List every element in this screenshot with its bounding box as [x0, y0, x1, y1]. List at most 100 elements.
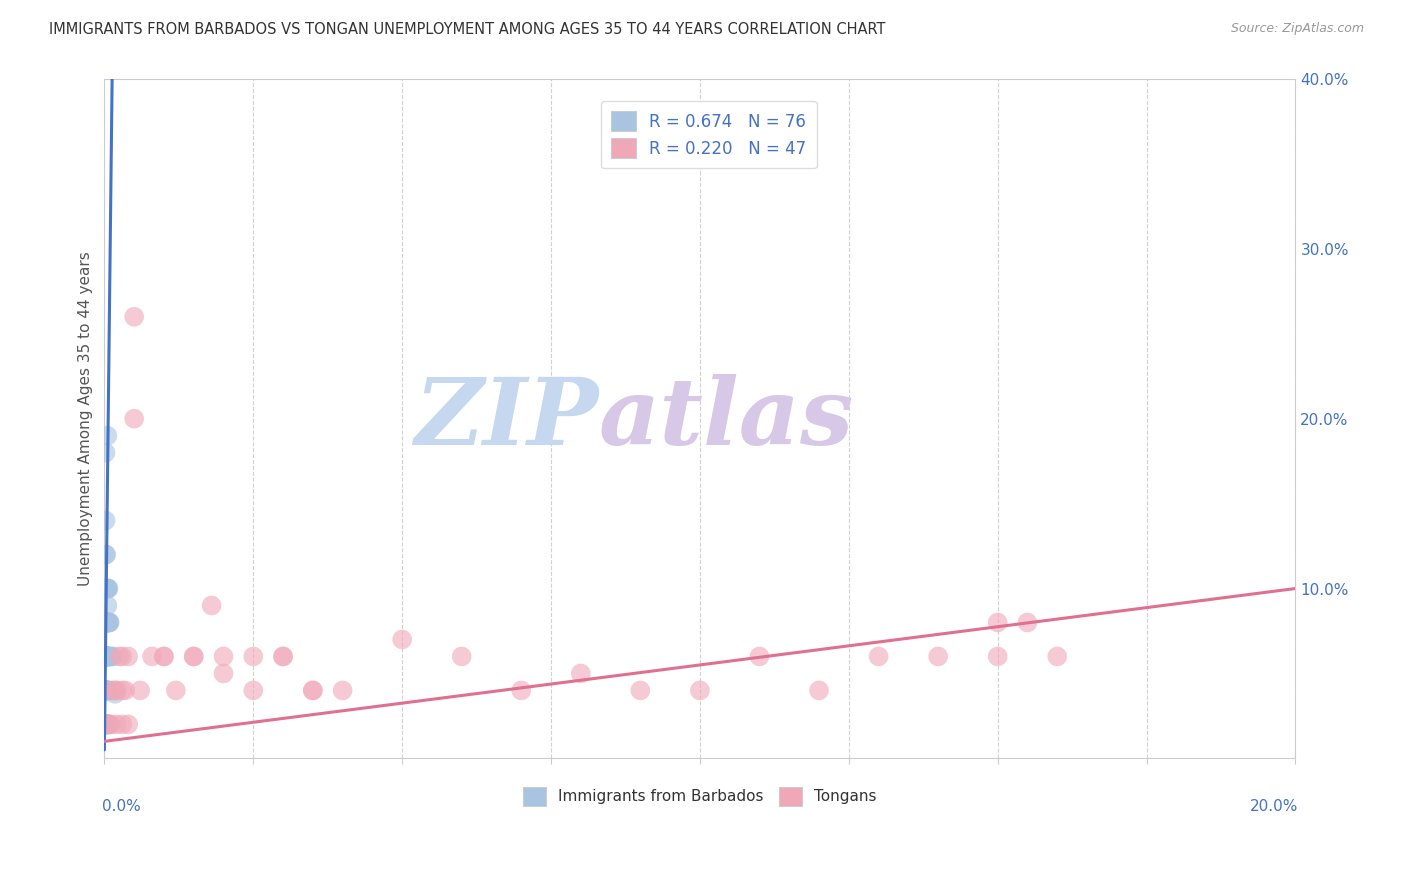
Point — [987, 615, 1010, 630]
Point — [98, 649, 121, 664]
Point — [94, 717, 117, 731]
Point — [94, 683, 117, 698]
Text: atlas: atlas — [599, 374, 853, 464]
Point — [98, 615, 121, 630]
Point — [1017, 615, 1039, 630]
Point — [105, 683, 128, 698]
Point — [100, 649, 122, 664]
Point — [94, 514, 117, 528]
Point — [569, 666, 592, 681]
Text: IMMIGRANTS FROM BARBADOS VS TONGAN UNEMPLOYMENT AMONG AGES 35 TO 44 YEARS CORREL: IMMIGRANTS FROM BARBADOS VS TONGAN UNEMP… — [49, 22, 886, 37]
Point — [628, 683, 651, 698]
Point — [97, 649, 120, 664]
Point — [242, 683, 264, 698]
Point — [96, 717, 118, 731]
Point — [96, 649, 118, 664]
Point — [97, 649, 120, 664]
Point — [96, 683, 118, 698]
Point — [96, 683, 118, 698]
Point — [94, 649, 117, 664]
Point — [94, 683, 117, 698]
Point — [94, 717, 117, 731]
Point — [94, 445, 117, 459]
Point — [96, 582, 118, 596]
Point — [96, 717, 118, 731]
Point — [96, 683, 118, 698]
Point — [212, 649, 235, 664]
Point — [122, 310, 145, 324]
Point — [97, 582, 120, 596]
Point — [105, 683, 128, 698]
Point — [96, 649, 118, 664]
Point — [183, 649, 205, 664]
Point — [96, 649, 118, 664]
Point — [927, 649, 949, 664]
Point — [96, 683, 118, 698]
Point — [141, 649, 163, 664]
Point — [96, 649, 118, 664]
Point — [96, 717, 118, 731]
Point — [114, 683, 136, 698]
Point — [1046, 649, 1069, 664]
Point — [165, 683, 187, 698]
Point — [98, 717, 121, 731]
Point — [117, 649, 139, 664]
Point — [96, 615, 118, 630]
Point — [96, 599, 118, 613]
Point — [97, 683, 120, 698]
Point — [94, 649, 117, 664]
Point — [200, 599, 222, 613]
Point — [96, 582, 118, 596]
Point — [450, 649, 472, 664]
Point — [122, 411, 145, 425]
Point — [212, 666, 235, 681]
Point — [183, 649, 205, 664]
Point — [510, 683, 533, 698]
Point — [96, 649, 118, 664]
Point — [271, 649, 294, 664]
Point — [96, 649, 118, 664]
Text: 20.0%: 20.0% — [1250, 799, 1298, 814]
Point — [103, 649, 125, 664]
Point — [111, 683, 134, 698]
Point — [96, 717, 118, 731]
Point — [868, 649, 890, 664]
Point — [97, 582, 120, 596]
Point — [98, 649, 121, 664]
Point — [94, 649, 117, 664]
Point — [96, 717, 118, 731]
Point — [97, 717, 120, 731]
Point — [104, 687, 127, 701]
Point — [332, 683, 354, 698]
Point — [96, 582, 118, 596]
Point — [96, 615, 118, 630]
Point — [96, 615, 118, 630]
Point — [242, 649, 264, 664]
Point — [111, 717, 134, 731]
Point — [98, 683, 121, 698]
Point — [271, 649, 294, 664]
Point — [153, 649, 176, 664]
Point — [96, 649, 118, 664]
Point — [808, 683, 831, 698]
Point — [96, 615, 118, 630]
Y-axis label: Unemployment Among Ages 35 to 44 years: Unemployment Among Ages 35 to 44 years — [79, 252, 93, 586]
Text: 0.0%: 0.0% — [103, 799, 141, 814]
Point — [96, 649, 118, 664]
Point — [117, 717, 139, 731]
Point — [98, 717, 121, 731]
Point — [96, 717, 118, 731]
Point — [748, 649, 770, 664]
Point — [97, 717, 120, 731]
Point — [96, 649, 118, 664]
Point — [153, 649, 176, 664]
Point — [689, 683, 711, 698]
Point — [94, 683, 117, 698]
Point — [96, 649, 118, 664]
Point — [103, 683, 125, 698]
Point — [94, 717, 117, 731]
Point — [96, 428, 118, 442]
Point — [129, 683, 152, 698]
Point — [96, 649, 118, 664]
Point — [94, 717, 117, 731]
